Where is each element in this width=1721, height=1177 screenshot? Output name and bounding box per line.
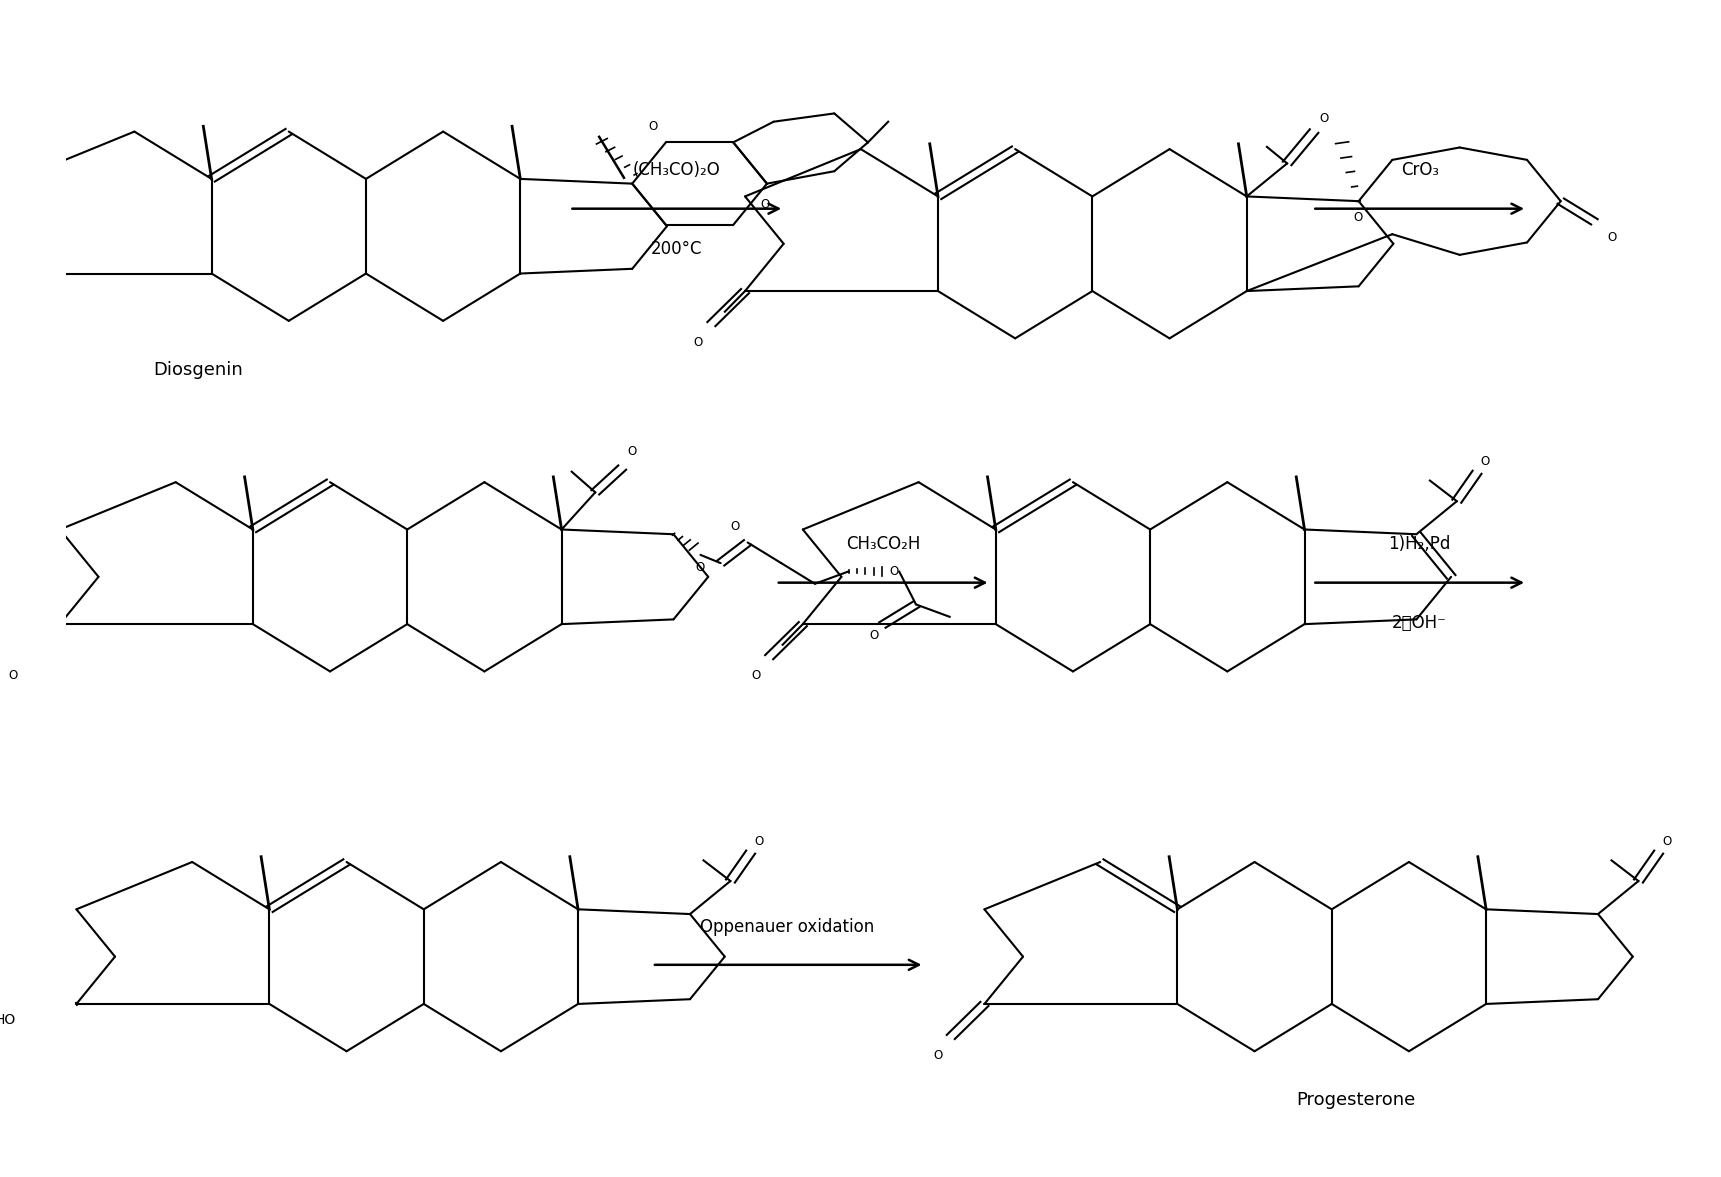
Text: Progesterone: Progesterone bbox=[1296, 1091, 1415, 1109]
Text: O: O bbox=[626, 445, 637, 458]
Text: O: O bbox=[933, 1049, 943, 1062]
Text: O: O bbox=[869, 630, 879, 643]
Text: O: O bbox=[9, 669, 17, 681]
Text: O: O bbox=[1607, 231, 1616, 244]
Text: O: O bbox=[695, 560, 706, 573]
Text: O: O bbox=[730, 520, 740, 533]
Text: O: O bbox=[1662, 834, 1671, 847]
Text: HO: HO bbox=[0, 1013, 15, 1028]
Text: CH₃CO₂H: CH₃CO₂H bbox=[847, 536, 921, 553]
Text: 2）OH⁻: 2）OH⁻ bbox=[1392, 614, 1447, 632]
Text: O: O bbox=[694, 335, 704, 348]
Text: O: O bbox=[1353, 211, 1363, 224]
Text: CrO₃: CrO₃ bbox=[1401, 161, 1439, 179]
Text: 1)H₂,Pd: 1)H₂,Pd bbox=[1389, 536, 1451, 553]
Text: O: O bbox=[754, 834, 762, 847]
Text: O: O bbox=[752, 669, 761, 681]
Text: O: O bbox=[761, 198, 769, 211]
Text: O: O bbox=[649, 120, 657, 133]
Text: Oppenauer oxidation: Oppenauer oxidation bbox=[700, 918, 874, 936]
Text: O: O bbox=[1318, 112, 1329, 125]
Text: O: O bbox=[890, 565, 898, 578]
Text: Diosgenin: Diosgenin bbox=[153, 360, 243, 379]
Text: O: O bbox=[1480, 455, 1490, 468]
Text: 200°C: 200°C bbox=[651, 240, 702, 258]
Text: (CH₃CO)₂O: (CH₃CO)₂O bbox=[633, 161, 721, 179]
